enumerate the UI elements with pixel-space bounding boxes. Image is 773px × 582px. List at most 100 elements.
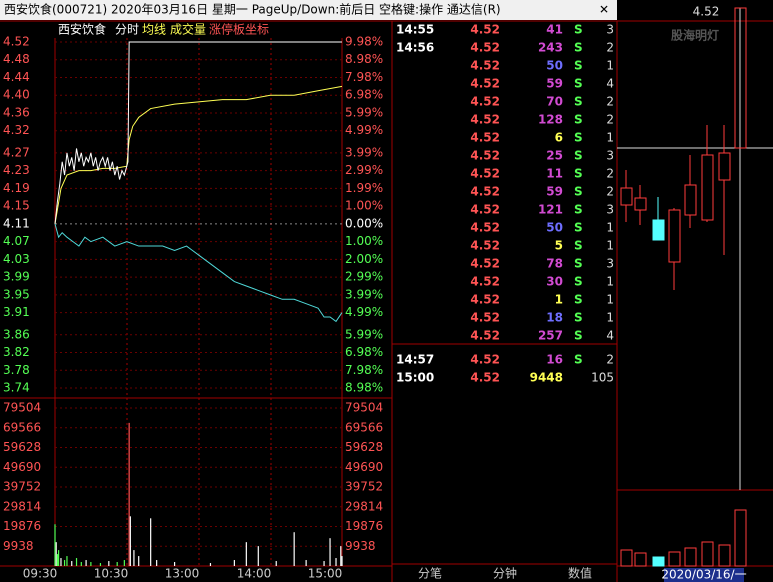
pct-tick-label: 2.99% xyxy=(345,270,383,284)
price-tick-label: 4.27 xyxy=(3,145,30,159)
pct-tick-label: 0.00% xyxy=(345,216,383,230)
pct-tick-label: 2.00% xyxy=(345,252,383,266)
trade-price: 4.52 xyxy=(470,41,500,55)
volume-bar-k xyxy=(734,509,747,567)
trade-count: 2 xyxy=(606,167,614,181)
price-tick-label: 3.95 xyxy=(3,287,30,301)
price-tick-label: 3.78 xyxy=(3,363,30,377)
tab[interactable]: 数值 xyxy=(568,566,592,581)
price-tick-label: 3.86 xyxy=(3,327,30,341)
trade-side: S xyxy=(574,77,583,91)
pct-tick-label: 1.00% xyxy=(345,234,383,248)
trade-volume: 6 xyxy=(555,131,563,145)
pct-tick-label: 5.99% xyxy=(345,105,383,119)
candle xyxy=(634,197,647,211)
time-label: 09:30 xyxy=(23,567,58,581)
trade-volume: 70 xyxy=(546,95,563,109)
tab[interactable]: 分笔 xyxy=(418,566,442,581)
pct-tick-label: 4.99% xyxy=(345,123,383,137)
time-label: 10:30 xyxy=(94,567,129,581)
trade-price: 4.52 xyxy=(470,329,500,343)
price-tick-label: 3.82 xyxy=(3,345,30,359)
watermark: 股海明灯 xyxy=(671,28,719,43)
trade-volume: 257 xyxy=(538,329,563,343)
trade-side: S xyxy=(574,167,583,181)
trade-price: 4.52 xyxy=(470,77,500,91)
trade-price: 4.52 xyxy=(470,293,500,307)
trade-count: 2 xyxy=(606,95,614,109)
stock-name: 西安饮食 xyxy=(58,22,106,37)
trade-price: 4.52 xyxy=(470,95,500,109)
trade-volume: 59 xyxy=(546,185,563,199)
trade-price: 4.52 xyxy=(470,113,500,127)
trade-count: 105 xyxy=(591,371,614,385)
trade-count: 1 xyxy=(606,59,614,73)
volume-tick-label: 39752 xyxy=(345,480,383,494)
trade-price: 4.52 xyxy=(470,131,500,145)
pct-tick-label: 1.99% xyxy=(345,181,383,195)
trade-count: 3 xyxy=(606,203,614,217)
trade-price: 4.52 xyxy=(470,23,500,37)
price-tick-label: 4.03 xyxy=(3,252,30,266)
avg-line xyxy=(54,85,343,224)
trade-volume: 9448 xyxy=(530,371,563,385)
trade-volume: 50 xyxy=(546,59,563,73)
trade-side: S xyxy=(574,113,583,127)
volume-tick-label: 9938 xyxy=(3,539,34,553)
title-text: 西安饮食(000721) 2020年03月16日 星期一 PageUp/Down… xyxy=(4,2,501,17)
volume-tick-label: 69566 xyxy=(345,420,383,434)
pct-tick-label: 8.98% xyxy=(345,381,383,395)
trade-count: 1 xyxy=(606,275,614,289)
volume-bar-k xyxy=(634,552,647,567)
trade-volume: 25 xyxy=(546,149,563,163)
candle xyxy=(668,209,681,263)
volume-bar-k xyxy=(684,547,697,567)
volume-tick-label: 49690 xyxy=(345,460,383,474)
trade-side: S xyxy=(574,95,583,109)
close-button[interactable]: ✕ xyxy=(599,3,609,17)
trade-volume: 5 xyxy=(555,239,563,253)
pct-tick-label: 3.99% xyxy=(345,287,383,301)
volume-tick-label: 49690 xyxy=(3,460,41,474)
candle xyxy=(701,154,714,221)
price-tick-label: 4.36 xyxy=(3,105,30,119)
trade-time: 14:55 xyxy=(396,23,434,37)
price-label: 4.52 xyxy=(693,5,720,19)
trade-volume: 121 xyxy=(538,203,563,217)
pct-tick-label: 6.98% xyxy=(345,88,383,102)
trade-time: 14:57 xyxy=(396,353,434,367)
volume-bar-k xyxy=(668,551,681,567)
trade-price: 4.52 xyxy=(470,257,500,271)
pct-tick-label: 5.99% xyxy=(345,327,383,341)
trade-count: 3 xyxy=(606,149,614,163)
trade-side: S xyxy=(574,293,583,307)
trade-volume: 16 xyxy=(546,353,563,367)
trade-price: 4.52 xyxy=(470,149,500,163)
price-tick-label: 4.52 xyxy=(3,35,30,49)
trade-price: 4.52 xyxy=(470,239,500,253)
volume-bar-k xyxy=(620,549,633,567)
volume-bar-k xyxy=(718,544,731,567)
trade-count: 2 xyxy=(606,353,614,367)
candle xyxy=(718,152,731,181)
price-tick-label: 3.74 xyxy=(3,381,30,395)
tab[interactable]: 分钟 xyxy=(493,566,517,581)
pct-tick-label: 7.98% xyxy=(345,363,383,377)
trade-price: 4.52 xyxy=(470,353,500,367)
trade-count: 3 xyxy=(606,23,614,37)
index-line xyxy=(54,223,343,323)
trade-side: S xyxy=(574,275,583,289)
avg-label: 均线 xyxy=(142,23,166,37)
title-bar xyxy=(0,0,617,20)
trade-volume: 30 xyxy=(546,275,563,289)
trade-side: S xyxy=(574,149,583,163)
price-tick-label: 4.07 xyxy=(3,234,30,248)
candle xyxy=(620,187,633,206)
trade-side: S xyxy=(574,257,583,271)
candle xyxy=(684,184,697,216)
pct-tick-label: 6.98% xyxy=(345,345,383,359)
pct-tick-label: 8.98% xyxy=(345,52,383,66)
trade-volume: 50 xyxy=(546,221,563,235)
trade-volume: 78 xyxy=(546,257,563,271)
